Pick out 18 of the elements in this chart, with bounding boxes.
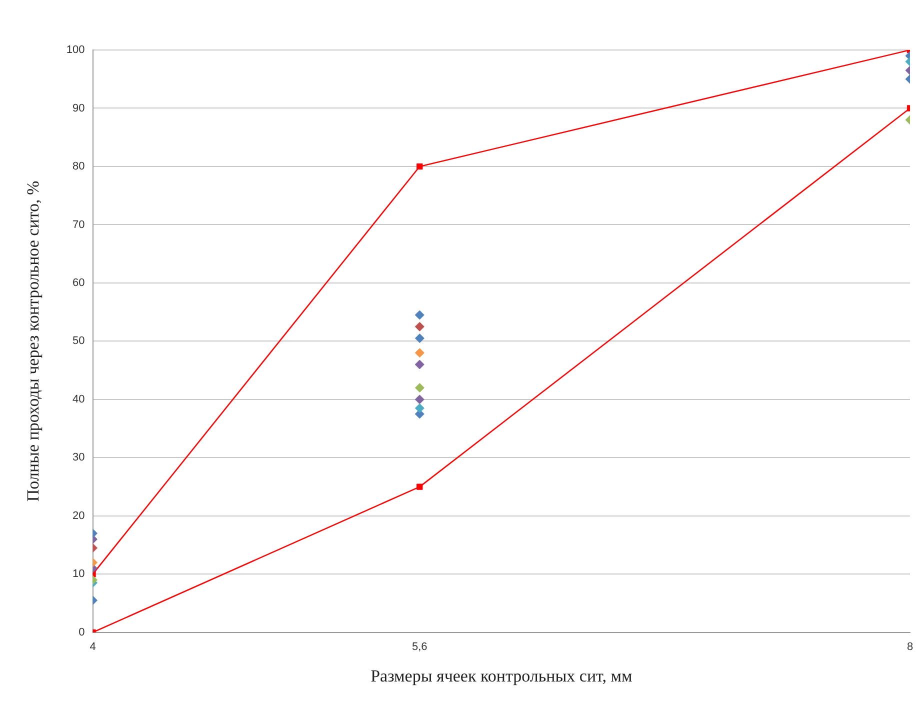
y-tick-label: 10 bbox=[72, 568, 85, 580]
y-tick-label: 100 bbox=[66, 44, 85, 56]
point bbox=[416, 163, 423, 170]
x-tick-label: 4 bbox=[90, 641, 96, 654]
y-tick-label: 40 bbox=[72, 393, 85, 406]
y-tick-label: 60 bbox=[72, 276, 85, 289]
x-axis-title: Размеры ячеек контрольных сит, мм bbox=[370, 666, 632, 686]
y-tick-label: 70 bbox=[72, 218, 85, 231]
y-tick-label: 0 bbox=[78, 626, 85, 638]
x-tick-label: 5,6 bbox=[412, 641, 428, 654]
y-tick-label: 80 bbox=[72, 160, 85, 173]
y-axis-title: Полные проходы через контрольное сито, % bbox=[24, 180, 43, 502]
x-tick-label: 8 bbox=[906, 641, 914, 654]
y-tick-label: 90 bbox=[72, 102, 85, 114]
y-tick-label: 20 bbox=[72, 510, 85, 522]
y-tick-label: 50 bbox=[72, 335, 85, 348]
point bbox=[416, 484, 423, 490]
y-tick-label: 30 bbox=[72, 452, 85, 464]
